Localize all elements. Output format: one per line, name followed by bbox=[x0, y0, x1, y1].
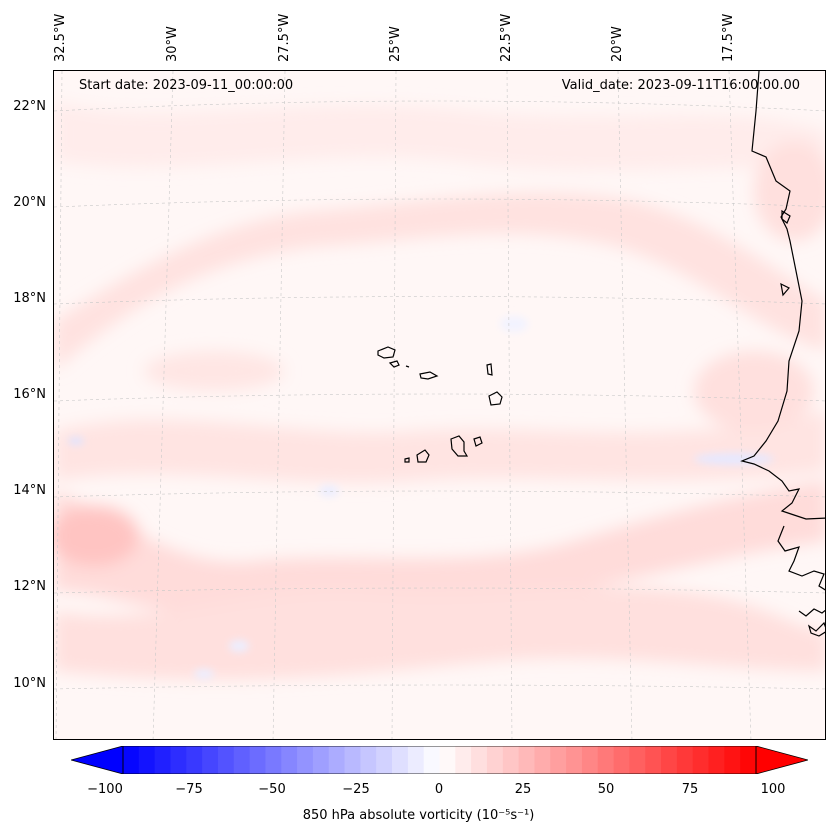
colorbar-outline bbox=[122, 746, 757, 774]
colorbar-segment bbox=[138, 746, 156, 774]
colorbar-label: 850 hPa absolute vorticity (10⁻⁵s⁻¹) bbox=[302, 808, 535, 823]
colorbar-segment bbox=[376, 746, 393, 774]
lon-label-32-5w: 32.5°W bbox=[53, 13, 68, 62]
colorbar-tick-neg50: −50 bbox=[258, 782, 286, 797]
lat-label-20n: 20°N bbox=[13, 195, 46, 210]
colorbar-segment bbox=[502, 746, 520, 774]
colorbar-segment bbox=[328, 746, 346, 774]
colorbar-segment bbox=[265, 746, 282, 774]
lat-label-12n: 12°N bbox=[13, 579, 46, 594]
vorticity-field bbox=[54, 101, 825, 680]
colorbar-tick-75: 75 bbox=[681, 782, 699, 797]
lon-label-22-5w: 22.5°W bbox=[499, 13, 514, 62]
colorbar-segment bbox=[439, 746, 456, 774]
colorbar-segment bbox=[692, 746, 710, 774]
vorticity-colorbar bbox=[71, 746, 808, 774]
colorbar-segment bbox=[740, 746, 757, 774]
colorbar-segment bbox=[186, 746, 203, 774]
colorbar-segment bbox=[597, 746, 615, 774]
colorbar-segment bbox=[661, 746, 678, 774]
colorbar-segment bbox=[676, 746, 694, 774]
colorbar-segment bbox=[407, 746, 425, 774]
colorbar-segment bbox=[392, 746, 409, 774]
colorbar-segment bbox=[249, 746, 266, 774]
lon-label-30w: 30°W bbox=[165, 26, 180, 62]
colorbar-segment bbox=[344, 746, 361, 774]
lon-label-25w: 25°W bbox=[388, 26, 403, 62]
colorbar-segment bbox=[629, 746, 646, 774]
colorbar-segments bbox=[123, 746, 757, 774]
lat-label-18n: 18°N bbox=[13, 291, 46, 306]
colorbar-segment bbox=[518, 746, 535, 774]
colorbar-segment bbox=[566, 746, 583, 774]
lon-label-27-5w: 27.5°W bbox=[277, 13, 292, 62]
lat-label-16n: 16°N bbox=[13, 387, 46, 402]
colorbar-segment bbox=[486, 746, 504, 774]
colorbar-segment bbox=[360, 746, 377, 774]
colorbar-tick-100: 100 bbox=[760, 782, 786, 797]
colorbar-segment bbox=[233, 746, 251, 774]
colorbar-segment bbox=[455, 746, 472, 774]
colorbar-segment bbox=[170, 746, 187, 774]
gridlines bbox=[54, 71, 825, 739]
vorticity-map bbox=[53, 70, 826, 740]
colorbar-segment bbox=[645, 746, 662, 774]
colorbar-segment bbox=[312, 746, 330, 774]
colorbar-tick-25: 25 bbox=[514, 782, 532, 797]
colorbar-segment bbox=[202, 746, 219, 774]
colorbar-max-extend bbox=[755, 746, 808, 774]
colorbar-segment bbox=[581, 746, 599, 774]
colorbar-tick-neg75: −75 bbox=[175, 782, 203, 797]
colorbar-segment bbox=[534, 746, 551, 774]
colorbar-segment bbox=[154, 746, 171, 774]
colorbar-segment bbox=[297, 746, 314, 774]
colorbar-segment bbox=[123, 746, 140, 774]
colorbar-segment bbox=[724, 746, 741, 774]
colorbar-segment bbox=[423, 746, 440, 774]
colorbar-min-extend bbox=[71, 746, 124, 774]
colorbar-tick-0: 0 bbox=[434, 782, 444, 797]
map-canvas bbox=[54, 71, 825, 739]
colorbar-segment bbox=[613, 746, 630, 774]
lat-label-22n: 22°N bbox=[13, 99, 46, 114]
african-coastline bbox=[740, 71, 825, 637]
colorbar-tick-neg25: −25 bbox=[342, 782, 370, 797]
colorbar-segment bbox=[281, 746, 298, 774]
start-date-label: Start date: 2023-09-11_00:00:00 bbox=[79, 78, 294, 93]
lat-label-14n: 14°N bbox=[13, 483, 46, 498]
lon-label-17-5w: 17.5°W bbox=[721, 13, 736, 62]
colorbar-tick-50: 50 bbox=[597, 782, 615, 797]
lat-label-10n: 10°N bbox=[13, 676, 46, 691]
colorbar-segment bbox=[217, 746, 235, 774]
lon-label-20w: 20°W bbox=[610, 26, 625, 62]
colorbar-segment bbox=[471, 746, 488, 774]
colorbar-segment bbox=[708, 746, 725, 774]
colorbar-segment bbox=[550, 746, 567, 774]
valid-date-label: Valid_date: 2023-09-11T16:00:00.00 bbox=[561, 78, 800, 93]
colorbar-tick-neg100: −100 bbox=[87, 782, 123, 797]
cabo-verde-islands bbox=[377, 346, 503, 463]
